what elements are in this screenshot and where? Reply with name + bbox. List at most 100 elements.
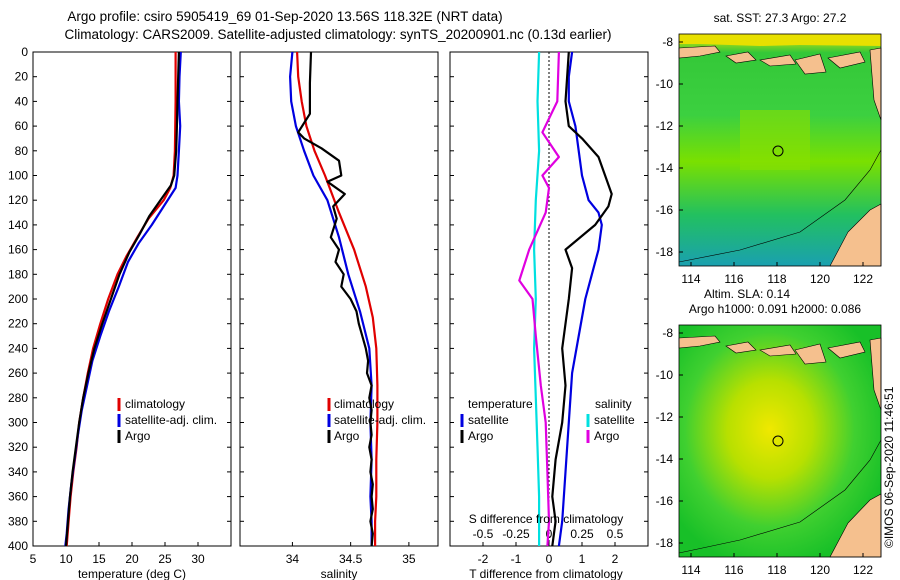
x-tick-label: 15 [92, 552, 106, 566]
land-island-chain [678, 45, 882, 121]
depth-tick-label: 300 [8, 416, 28, 430]
difference-panel: -2 -1 0 1 2 -0.5 -0.25 0 0.25 0.5 S difference f… [449, 51, 649, 580]
temperature-plot-area [32, 51, 232, 547]
x-tick-label: 20 [125, 552, 139, 566]
legend-s-argo: Argo [594, 429, 620, 443]
legend-climatology: climatology [125, 397, 185, 411]
depth-tick-label: 400 [8, 539, 28, 553]
sla-map-field [679, 325, 881, 557]
series-argo [64, 51, 180, 547]
sst-map: sat. SST: 27.3 Argo: 27.2 -8 -10 -12 -14 -16… [656, 11, 882, 286]
bathymetry-contour [678, 439, 882, 554]
argo-location-marker [772, 145, 784, 157]
argo-location-marker [772, 435, 784, 447]
lat-label: -8 [662, 326, 673, 340]
depth-tick-label: 40 [15, 94, 29, 108]
sst-lat-labels: -8 -10 -12 -14 -16 -18 [656, 35, 683, 259]
depth-tick-label: 200 [8, 292, 28, 306]
s-diff-tick-label: -0.5 [473, 527, 494, 541]
series-s-argo [518, 51, 560, 547]
legend-s-satellite: satellite [594, 413, 635, 427]
salinity-legend: climatology satellite-adj. clim. Argo [327, 397, 426, 443]
t-difference-tick-labels: -2 -1 0 1 2 [478, 542, 619, 566]
depth-tick-label: 180 [8, 267, 28, 281]
salinity-axis-label: salinity [321, 567, 358, 580]
sst-map-frame [678, 33, 882, 267]
salinity-plot-area [239, 51, 439, 547]
x-tick-label: -2 [478, 552, 489, 566]
s-difference-axis-label: S difference from climatology [469, 512, 624, 526]
temperature-axis-label: temperature (deg C) [78, 567, 186, 580]
t-difference-axis-label: T difference from climatology [469, 567, 623, 580]
temperature-tick-labels: 5 10 15 20 25 30 [30, 542, 205, 566]
series-argo [297, 51, 374, 547]
bathymetry-contour [678, 149, 882, 263]
sla-lon-labels: 114 116 118 120 122 [681, 553, 873, 577]
s-diff-tick-label: -0.25 [502, 527, 530, 541]
land-island-chain [678, 335, 882, 411]
s-diff-tick-label: 0.25 [570, 527, 594, 541]
depth-tick-label: 360 [8, 490, 28, 504]
x-tick-label: 1 [579, 552, 586, 566]
salinity-panel: 34 34.5 35 salinity climatology satellite-… [239, 51, 439, 580]
sla-map-title-2: Argo h1000: 0.091 h2000: 0.086 [689, 302, 861, 316]
depth-tick-label: 240 [8, 341, 28, 355]
series-s-satellite [533, 51, 541, 546]
sla-lat-labels: -8 -10 -12 -14 -16 -18 [656, 326, 683, 550]
legend-temperature-title: temperature [468, 397, 533, 411]
depth-tick-label: 140 [8, 218, 28, 232]
depth-tick-label: 220 [8, 317, 28, 331]
legend-t-argo: Argo [468, 429, 494, 443]
salinity-tick-labels: 34 34.5 35 [286, 542, 416, 566]
title-line-2: Climatology: CARS2009. Satellite-adjuste… [64, 27, 611, 42]
series-t-satellite [557, 51, 603, 547]
depth-tick-label: 20 [15, 70, 29, 84]
x-tick-label: 0 [546, 552, 553, 566]
lat-label: -10 [656, 77, 674, 91]
legend-climatology: climatology [334, 397, 394, 411]
x-tick-label: 10 [59, 552, 73, 566]
lon-label: 120 [810, 272, 830, 286]
lon-label: 116 [724, 272, 743, 286]
s-difference-tick-labels: -0.5 -0.25 0 0.25 0.5 [473, 527, 624, 541]
depth-tick-label: 280 [8, 391, 28, 405]
lat-label: -18 [656, 245, 674, 259]
lon-label: 118 [767, 563, 786, 577]
lat-label: -16 [656, 203, 674, 217]
sst-lon-labels: 114 116 118 120 122 [681, 262, 873, 286]
land-north-coast [679, 34, 881, 46]
lon-label: 122 [853, 272, 873, 286]
temperature-legend: climatology satellite-adj. clim. Argo [117, 397, 217, 443]
series-climatology [296, 51, 379, 546]
sla-map-title-1: Altim. SLA: 0.14 [704, 287, 790, 301]
lon-label: 122 [853, 563, 873, 577]
sla-map: Altim. SLA: 0.14 Argo h1000: 0.091 h2000… [656, 287, 882, 577]
lon-label: 118 [767, 272, 786, 286]
difference-plot-area [449, 51, 649, 547]
depth-tick-label: 100 [8, 169, 28, 183]
title-line-1: Argo profile: csiro 5905419_69 01-Sep-20… [67, 9, 502, 24]
depth-tick-label: 320 [8, 440, 28, 454]
lon-label: 120 [810, 563, 830, 577]
x-tick-label: 35 [402, 552, 416, 566]
x-tick-label: 30 [191, 552, 205, 566]
lat-label: -8 [662, 35, 673, 49]
lat-label: -14 [656, 161, 674, 175]
legend-argo: Argo [334, 429, 360, 443]
salinity-lines [289, 51, 379, 547]
depth-tick-label: 80 [15, 144, 29, 158]
x-tick-label: -1 [511, 552, 522, 566]
sst-map-title: sat. SST: 27.3 Argo: 27.2 [714, 11, 847, 25]
lon-label: 114 [681, 272, 700, 286]
sla-map-frame [678, 324, 882, 558]
depth-tick-labels: 0 20 40 60 80 100 120 140 160 180 200 220 240 260 280 3… [8, 45, 28, 553]
lat-label: -16 [656, 494, 674, 508]
legend-satellite-adj: satellite-adj. clim. [334, 413, 426, 427]
depth-tick-label: 0 [21, 45, 28, 59]
lat-label: -14 [656, 452, 674, 466]
legend-satellite-adj: satellite-adj. clim. [125, 413, 217, 427]
sst-warm-patch [740, 110, 810, 170]
lat-label: -18 [656, 536, 674, 550]
depth-tick-label: 60 [15, 119, 29, 133]
